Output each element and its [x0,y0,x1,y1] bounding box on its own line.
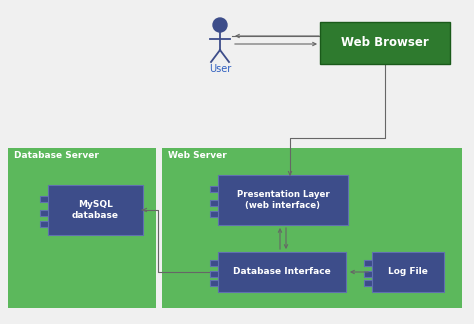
Bar [210,200,218,205]
Bar [218,175,348,225]
Bar [210,280,218,286]
Bar [218,252,346,292]
Bar [40,210,48,215]
Text: Database Server: Database Server [14,151,99,160]
Bar [210,211,218,217]
Bar [40,221,48,227]
Bar [40,196,48,202]
Bar [364,271,372,277]
Text: Database Interface: Database Interface [233,268,331,276]
Bar [372,252,444,292]
Text: Web Server: Web Server [168,151,227,160]
Text: User: User [209,64,231,74]
Circle shape [213,18,227,32]
Bar [364,260,372,266]
Bar [8,148,156,308]
Text: Log File: Log File [388,268,428,276]
Bar [48,185,143,235]
Bar [210,260,218,266]
Text: Web Browser: Web Browser [341,37,429,50]
Text: MySQL
database: MySQL database [72,200,119,220]
Bar [364,280,372,286]
Bar [210,271,218,277]
Bar [162,148,462,308]
Bar [210,186,218,192]
Text: Presentation Layer
(web interface): Presentation Layer (web interface) [237,190,329,210]
Bar [320,22,450,64]
